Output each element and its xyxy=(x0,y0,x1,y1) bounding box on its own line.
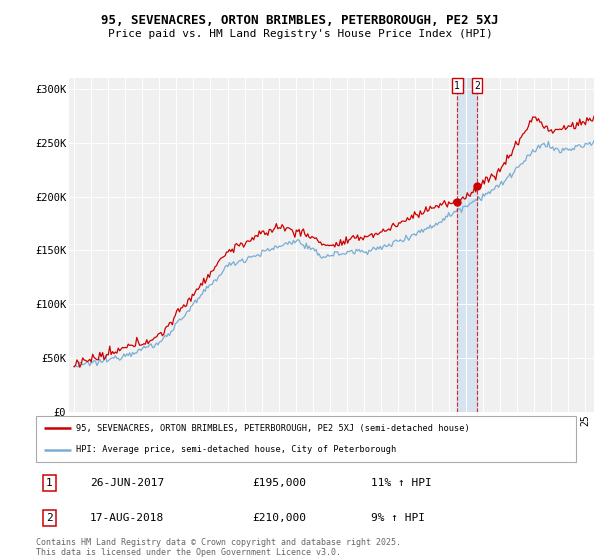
Text: 2: 2 xyxy=(474,81,480,91)
Text: 1: 1 xyxy=(454,81,460,91)
Text: Contains HM Land Registry data © Crown copyright and database right 2025.
This d: Contains HM Land Registry data © Crown c… xyxy=(36,538,401,557)
Text: £210,000: £210,000 xyxy=(252,513,306,523)
Text: 11% ↑ HPI: 11% ↑ HPI xyxy=(371,478,431,488)
FancyBboxPatch shape xyxy=(36,416,576,462)
Text: 1: 1 xyxy=(46,478,53,488)
Text: 95, SEVENACRES, ORTON BRIMBLES, PETERBOROUGH, PE2 5XJ: 95, SEVENACRES, ORTON BRIMBLES, PETERBOR… xyxy=(101,14,499,27)
Text: 95, SEVENACRES, ORTON BRIMBLES, PETERBOROUGH, PE2 5XJ (semi-detached house): 95, SEVENACRES, ORTON BRIMBLES, PETERBOR… xyxy=(77,424,470,433)
Text: HPI: Average price, semi-detached house, City of Peterborough: HPI: Average price, semi-detached house,… xyxy=(77,445,397,454)
Text: Price paid vs. HM Land Registry's House Price Index (HPI): Price paid vs. HM Land Registry's House … xyxy=(107,29,493,39)
Text: 17-AUG-2018: 17-AUG-2018 xyxy=(90,513,164,523)
Text: 2: 2 xyxy=(46,513,53,523)
Text: 26-JUN-2017: 26-JUN-2017 xyxy=(90,478,164,488)
Bar xyxy=(457,78,477,412)
Text: £195,000: £195,000 xyxy=(252,478,306,488)
Text: 9% ↑ HPI: 9% ↑ HPI xyxy=(371,513,425,523)
